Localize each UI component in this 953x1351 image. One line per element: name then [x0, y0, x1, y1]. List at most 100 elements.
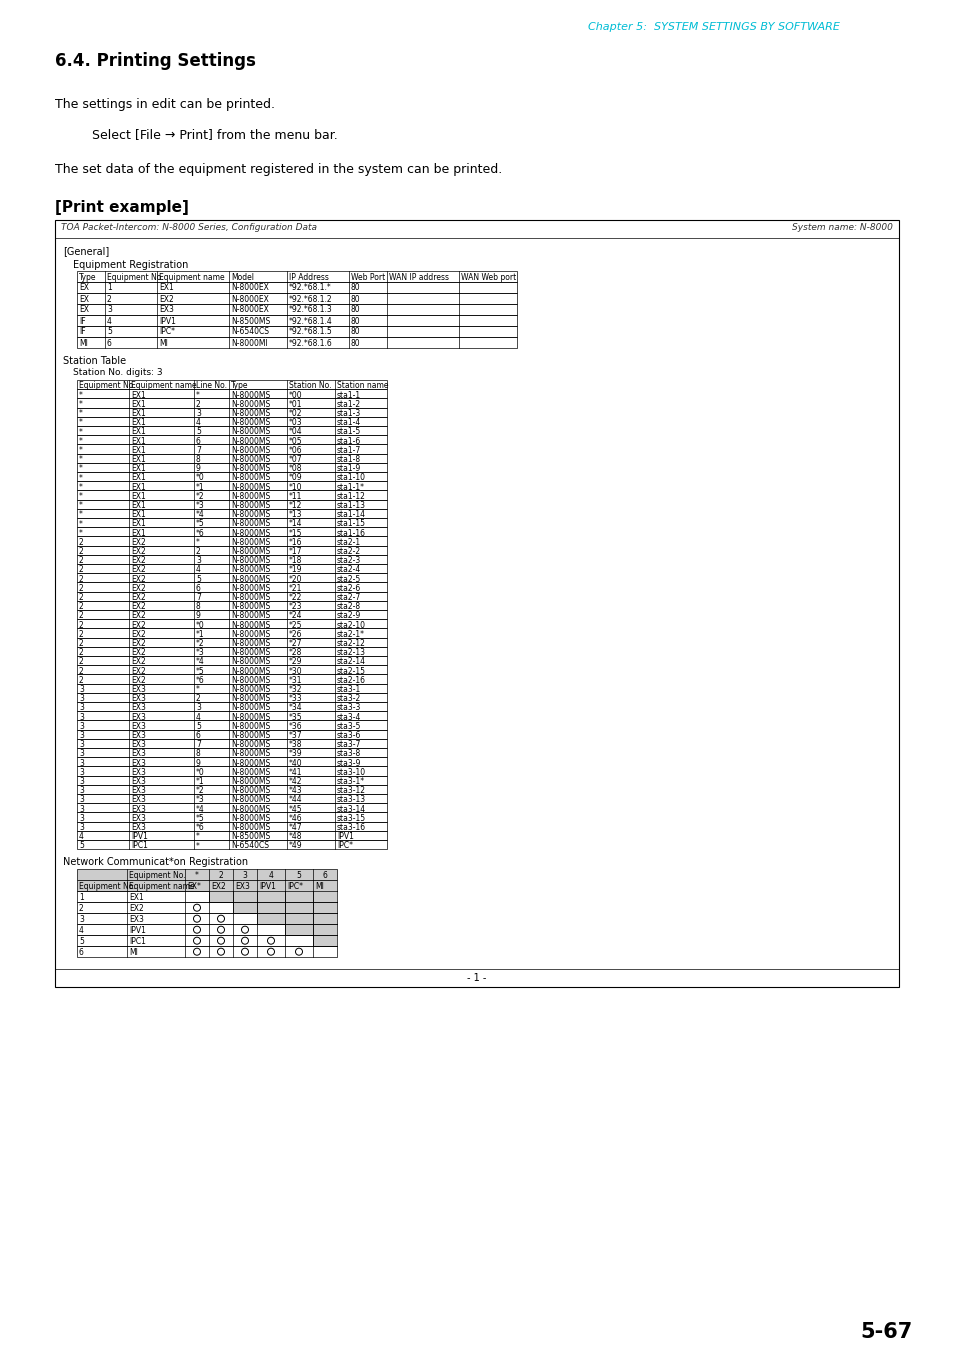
Text: IPV1: IPV1 [159, 316, 175, 326]
Text: EX2: EX2 [131, 630, 146, 639]
Text: *03: *03 [289, 419, 302, 427]
Text: *45: *45 [289, 805, 302, 813]
Text: sta3-16: sta3-16 [336, 823, 366, 832]
Text: *92.*68.1.5: *92.*68.1.5 [289, 327, 333, 336]
Text: 3: 3 [195, 409, 201, 417]
Text: *0: *0 [195, 473, 205, 482]
Text: sta3-1: sta3-1 [336, 685, 361, 694]
Text: *37: *37 [289, 731, 302, 740]
Text: *3: *3 [195, 648, 205, 658]
Text: *1: *1 [195, 482, 204, 492]
Text: EX2: EX2 [131, 574, 146, 584]
Text: sta3-13: sta3-13 [336, 796, 366, 804]
Text: 3: 3 [195, 557, 201, 565]
Bar [233, 892, 256, 902]
Text: 2: 2 [79, 603, 84, 611]
Text: sta3-5: sta3-5 [336, 721, 361, 731]
Text: sta3-15: sta3-15 [336, 813, 366, 823]
Text: 5-67: 5-67 [859, 1323, 911, 1342]
Text: EX3: EX3 [131, 796, 146, 804]
Text: sta2-2: sta2-2 [336, 547, 361, 557]
Text: EX3: EX3 [131, 731, 146, 740]
Text: *46: *46 [289, 813, 302, 823]
Bar [77, 582, 387, 592]
Text: 2: 2 [79, 620, 84, 630]
Text: 2: 2 [218, 870, 223, 880]
Bar [256, 913, 285, 924]
Text: EX: EX [79, 284, 89, 293]
Bar [77, 804, 387, 812]
Text: EX3: EX3 [131, 759, 146, 767]
Text: N-8000MS: N-8000MS [231, 721, 270, 731]
Text: EX2: EX2 [131, 566, 146, 574]
Text: 8: 8 [195, 455, 200, 465]
Bar [77, 336, 517, 349]
Text: Equipment No.: Equipment No. [79, 381, 135, 390]
Text: EX1: EX1 [131, 436, 146, 446]
Text: sta2-12: sta2-12 [336, 639, 366, 648]
Text: 8: 8 [195, 603, 200, 611]
Text: N-8000MS: N-8000MS [231, 805, 270, 813]
Text: N-8000MS: N-8000MS [231, 603, 270, 611]
Text: *00: *00 [289, 390, 302, 400]
Text: *92.*68.1.4: *92.*68.1.4 [289, 316, 333, 326]
Text: *23: *23 [289, 603, 302, 611]
Text: 80: 80 [351, 305, 360, 315]
Text: N-8000MS: N-8000MS [231, 427, 270, 436]
Text: *09: *09 [289, 473, 302, 482]
Text: IPC1: IPC1 [129, 936, 146, 946]
Text: EX3: EX3 [234, 882, 250, 890]
Text: *: * [79, 492, 83, 501]
Text: MI: MI [314, 882, 323, 890]
Text: *05: *05 [289, 436, 302, 446]
Text: N-8000MS: N-8000MS [231, 501, 270, 511]
Text: 2: 2 [79, 904, 84, 913]
Text: N-8000MS: N-8000MS [231, 630, 270, 639]
Text: 2: 2 [79, 658, 84, 666]
Text: *5: *5 [195, 666, 205, 676]
Text: EX2: EX2 [131, 612, 146, 620]
Text: 7: 7 [195, 446, 201, 455]
Bar [77, 509, 387, 517]
Bar [77, 913, 336, 924]
Text: *22: *22 [289, 593, 302, 603]
Text: N-8500MS: N-8500MS [231, 832, 270, 842]
Text: sta2-9: sta2-9 [336, 612, 361, 620]
Text: *: * [195, 842, 200, 851]
Text: Equipment No.: Equipment No. [129, 870, 186, 880]
Text: Station No.: Station No. [289, 381, 331, 390]
Bar [313, 935, 336, 946]
Text: MI: MI [159, 339, 168, 347]
Text: *10: *10 [289, 482, 302, 492]
Text: N-8000MS: N-8000MS [231, 409, 270, 417]
Text: sta2-4: sta2-4 [336, 566, 361, 574]
Text: EX1: EX1 [131, 473, 146, 482]
Text: sta1-6: sta1-6 [336, 436, 361, 446]
Text: IPC*: IPC* [287, 882, 303, 890]
Text: sta2-10: sta2-10 [336, 620, 366, 630]
Text: 80: 80 [351, 295, 360, 304]
Bar [77, 282, 517, 293]
Text: N-8000MS: N-8000MS [231, 731, 270, 740]
Text: *40: *40 [289, 759, 302, 767]
Text: Station name: Station name [336, 381, 388, 390]
Text: N-8000EX: N-8000EX [231, 284, 269, 293]
Text: 2: 2 [79, 593, 84, 603]
Text: N-8500MS: N-8500MS [231, 316, 270, 326]
Bar [77, 730, 387, 739]
Text: System name: N-8000: System name: N-8000 [791, 223, 892, 232]
Text: EX1: EX1 [131, 528, 146, 538]
Text: *6: *6 [195, 823, 205, 832]
Text: *: * [195, 390, 200, 400]
Bar [77, 638, 387, 647]
Text: 3: 3 [79, 740, 84, 750]
Text: 4: 4 [195, 419, 201, 427]
Text: sta2-3: sta2-3 [336, 557, 361, 565]
Text: 6: 6 [107, 339, 112, 347]
Text: *08: *08 [289, 465, 302, 473]
Text: 4: 4 [195, 713, 201, 721]
Text: IF: IF [79, 316, 86, 326]
Text: N-6540CS: N-6540CS [231, 842, 269, 851]
Text: *: * [79, 511, 83, 519]
Text: sta3-4: sta3-4 [336, 713, 361, 721]
